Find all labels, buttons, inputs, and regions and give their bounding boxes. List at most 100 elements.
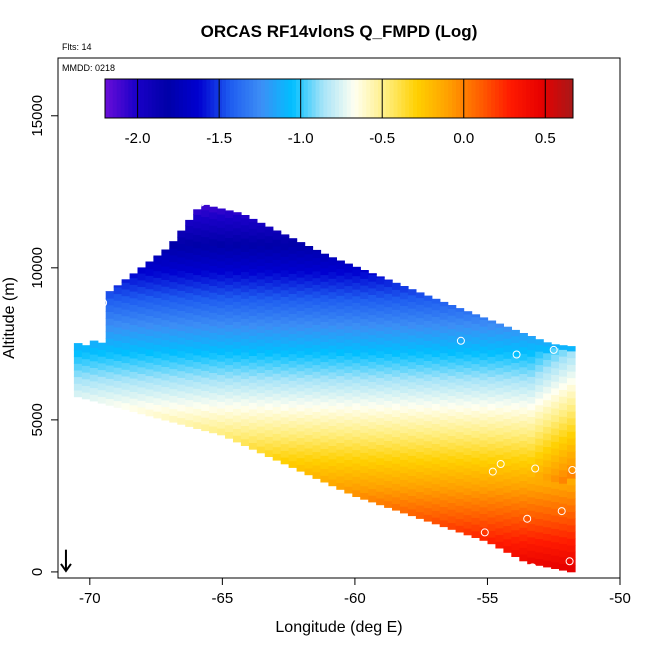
field-cell (296, 290, 306, 298)
field-cell (503, 326, 512, 332)
field-cell (264, 302, 274, 310)
x-tick-label: -55 (477, 590, 499, 607)
field-cell (272, 373, 282, 381)
field-cell (415, 458, 425, 466)
field-cell (543, 533, 552, 541)
field-cell (129, 317, 139, 326)
flight-point (488, 467, 497, 476)
field-cell (225, 210, 234, 212)
field-cell (495, 414, 504, 422)
field-cell (201, 336, 210, 345)
field-cell (121, 389, 131, 397)
field-cell (527, 490, 536, 498)
field-cell (217, 374, 226, 382)
field-cell (455, 451, 465, 459)
field-cell (455, 344, 465, 352)
field-cell (439, 365, 449, 374)
field-cell (479, 433, 489, 441)
field-cell (248, 442, 258, 450)
field-cell (328, 465, 337, 473)
colorbar-segment (284, 79, 289, 118)
field-cell (264, 443, 274, 451)
colorbar-segment (487, 79, 492, 118)
field-cell (511, 395, 520, 404)
field-cell (240, 278, 250, 286)
field-cell (503, 498, 512, 506)
field-cell (328, 264, 337, 273)
field-cell (328, 445, 337, 453)
field-cell (193, 408, 202, 416)
field-cell (320, 421, 329, 429)
field-cell (161, 306, 170, 314)
colorbar-segment (280, 79, 285, 118)
field-cell (320, 394, 329, 403)
field-cell (352, 369, 361, 377)
colorbar-segment (346, 79, 352, 118)
field-cell (121, 315, 131, 323)
field-cell (320, 341, 329, 349)
field-cell (161, 346, 170, 354)
field-cell (193, 301, 202, 309)
field-cell (169, 288, 178, 296)
field-cell (368, 428, 377, 436)
field-cell (225, 277, 234, 285)
field-cell (153, 317, 162, 325)
field-cell (519, 353, 528, 361)
field-cell (312, 424, 322, 432)
field-cell (567, 491, 576, 499)
field-cell (471, 356, 481, 365)
flight-point (557, 507, 566, 516)
field-cell (551, 461, 560, 469)
field-cell (280, 296, 290, 304)
field-cell (288, 238, 298, 241)
field-cell (209, 258, 218, 266)
field-cell (264, 342, 274, 350)
colorbar-segment (491, 79, 496, 118)
y-tick-label: 5000 (29, 403, 46, 436)
colorbar-segment (335, 79, 340, 118)
field-cell (463, 320, 473, 328)
field-cell (137, 380, 147, 388)
field-cell (447, 355, 457, 363)
field-cell (288, 326, 298, 335)
field-cell (113, 373, 123, 381)
field-cell (193, 394, 202, 403)
field-cell (368, 348, 377, 356)
field-cell (407, 508, 417, 517)
field-cell (209, 292, 218, 300)
field-cell (471, 343, 481, 351)
field-cell (559, 503, 568, 511)
field-cell (487, 342, 497, 351)
field-cell (248, 355, 258, 363)
field-cell (272, 366, 282, 374)
field-cell (511, 502, 520, 511)
field-cell (439, 499, 449, 507)
field-cell (559, 563, 568, 571)
field-cell (352, 349, 361, 357)
field-cell (256, 245, 266, 253)
field-cell (288, 353, 298, 361)
field-cell (471, 524, 481, 532)
field-cell (431, 436, 441, 444)
field-cell (304, 247, 314, 255)
field-cell (121, 288, 131, 297)
field-cell (225, 264, 234, 272)
field-cell (559, 429, 568, 437)
x-tick-label: -65 (212, 590, 234, 607)
colorbar-segment (319, 79, 324, 118)
field-cell (248, 261, 258, 269)
field-cell (551, 407, 560, 416)
field-cell (201, 276, 210, 284)
field-cell (328, 438, 337, 446)
field-cell (431, 517, 441, 525)
field-cell (201, 363, 210, 371)
field-cell (177, 303, 186, 311)
field-cell (233, 354, 242, 363)
field-cell (280, 410, 290, 418)
field-cell (89, 394, 99, 402)
field-cell (193, 421, 202, 429)
field-cell (280, 423, 290, 431)
field-cell (137, 406, 147, 415)
field-cell (519, 373, 528, 381)
field-cell (344, 426, 353, 434)
